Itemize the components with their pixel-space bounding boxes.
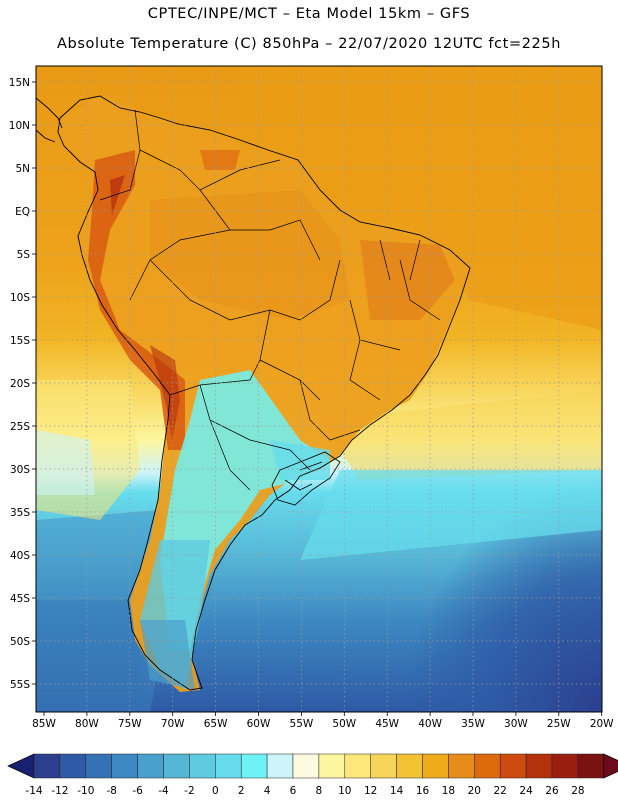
colorbar-swatch <box>59 753 87 779</box>
lon-label: 60W <box>247 718 271 730</box>
colorbar-swatch <box>111 753 138 779</box>
lat-label: 40S <box>10 550 30 562</box>
coastlines-borders <box>35 95 471 691</box>
colorbar-tick-label: 24 <box>519 785 533 797</box>
lat-label: 10S <box>10 292 30 304</box>
lon-label: 65W <box>204 718 228 730</box>
lat-label: EQ <box>15 206 30 218</box>
colorbar-swatch <box>266 753 294 779</box>
colorbar-tick-label: 28 <box>571 785 584 797</box>
lon-label: 70W <box>161 718 185 730</box>
continent-outline <box>57 95 471 691</box>
lat-label: 20S <box>10 378 30 390</box>
colorbar-tick-label: -10 <box>77 785 94 797</box>
lat-label: 35S <box>10 507 30 519</box>
colorbar-labels: -14 -12 -10 -8 -6 -4 -2 0 2 4 6 8 10 12 14 16 18 20 22 24 26… <box>25 785 584 797</box>
colorbar-swatch <box>422 753 449 779</box>
colorbar-tick-label: 26 <box>545 785 559 797</box>
colorbar-swatch <box>318 753 346 779</box>
colorbar-left-arrow <box>7 753 35 779</box>
lat-label: 5S <box>17 249 31 261</box>
lat-label: 55S <box>10 679 30 691</box>
colorbar-tick-label: -2 <box>184 785 194 797</box>
colorbar-swatch <box>85 753 112 779</box>
colorbar-tick-label: 18 <box>442 785 455 797</box>
colorbar-tick-label: 4 <box>264 785 271 797</box>
colorbar-swatch <box>551 753 579 779</box>
colorbar-swatch <box>215 753 242 779</box>
colorbar-tick-label: -14 <box>25 785 42 797</box>
lat-label: 5N <box>15 163 30 175</box>
colorbar-tick-label: 22 <box>494 785 507 797</box>
colorbar-tick-label: 2 <box>238 785 245 797</box>
colorbar-swatch <box>577 753 605 779</box>
lat-label: 15N <box>9 77 30 89</box>
colorbar-swatch <box>525 753 553 779</box>
colorbar-swatch <box>499 753 527 779</box>
title-line-2: Absolute Temperature (C) 850hPa – 22/07/… <box>57 36 561 52</box>
lat-label: 30S <box>10 464 30 476</box>
colorbar-swatch <box>474 753 501 779</box>
colorbar-tick-label: 6 <box>290 785 297 797</box>
lon-label: 45W <box>375 718 399 730</box>
lon-label: 20W <box>590 718 614 730</box>
colorbar-swatch <box>448 753 475 779</box>
central-america <box>35 97 63 129</box>
colorbar-tick-label: 20 <box>468 785 481 797</box>
uruguay-lagoon <box>271 451 341 506</box>
colorbar-tick-label: -12 <box>51 785 68 797</box>
lon-label: 85W <box>32 718 56 730</box>
lat-label: 10N <box>9 120 30 132</box>
lon-label: 55W <box>290 718 314 730</box>
colorbar-tick-label: -4 <box>158 785 169 797</box>
lon-label: 75W <box>118 718 142 730</box>
colorbar-tick-label: 0 <box>212 785 219 797</box>
longitude-labels: 85W 80W 75W 70W 65W 60W 55W 50W 45W 40W 35W 30W 25W 2… <box>32 712 614 730</box>
lon-label: 30W <box>504 718 528 730</box>
colorbar-swatch <box>292 753 320 779</box>
latitude-labels: 15N 10N 5N EQ 5S 10S 15S 20S 25S 30S 35S 40S 45S 50S 5… <box>9 77 36 691</box>
country-borders <box>99 109 441 491</box>
colorbar-swatch <box>344 753 371 779</box>
colorbar-swatch <box>163 753 190 779</box>
lat-label: 25S <box>10 421 30 433</box>
colorbar <box>7 753 618 779</box>
colorbar-tick-label: 10 <box>338 785 351 797</box>
title-line-1: CPTEC/INPE/MCT – Eta Model 15km – GFS <box>147 6 471 22</box>
colorbar-tick-label: 8 <box>316 785 323 797</box>
lat-label: 15S <box>10 335 30 347</box>
colorbar-tick-label: 16 <box>416 785 430 797</box>
lon-label: 80W <box>75 718 99 730</box>
lat-label: 50S <box>10 636 30 648</box>
lon-label: 35W <box>461 718 485 730</box>
colorbar-swatch <box>240 753 268 779</box>
lon-label: 50W <box>332 718 356 730</box>
plot-frame <box>35 65 603 713</box>
colorbar-tick-label: 12 <box>364 785 377 797</box>
colorbar-swatch <box>137 753 164 779</box>
colorbar-swatch <box>370 753 397 779</box>
lon-label: 40W <box>418 718 442 730</box>
colorbar-swatch <box>189 753 216 779</box>
colorbar-tick-label: 14 <box>390 785 404 797</box>
colorbar-swatch <box>33 753 61 779</box>
temperature-field <box>36 66 602 712</box>
colorbar-tick-label: -8 <box>106 785 116 797</box>
lat-label: 45S <box>10 593 30 605</box>
lon-label: 25W <box>547 718 571 730</box>
colorbar-tick-label: -6 <box>132 785 143 797</box>
colorbar-right-arrow <box>603 753 618 779</box>
colorbar-swatch <box>396 753 423 779</box>
